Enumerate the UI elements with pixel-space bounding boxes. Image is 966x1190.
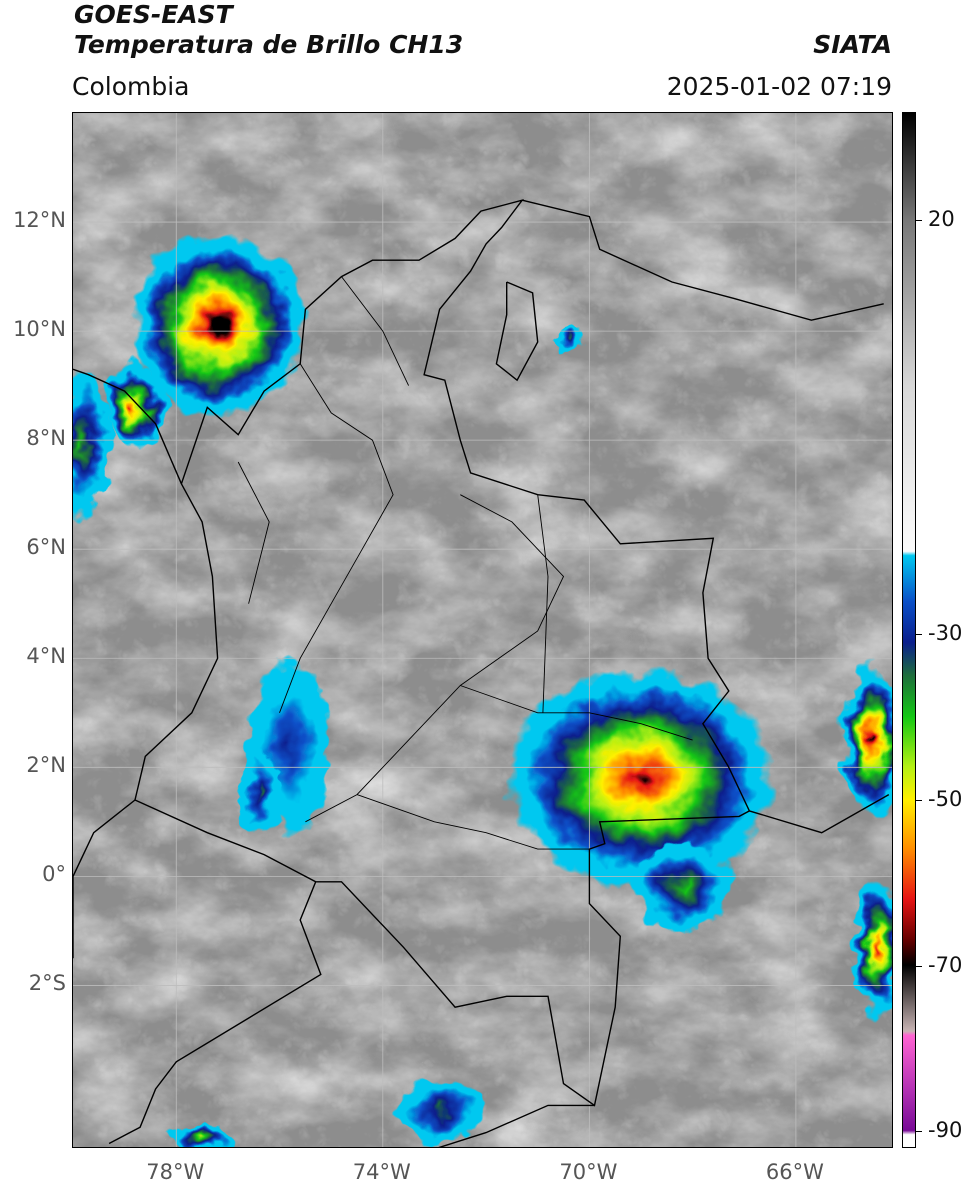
storm-pacific-south: [238, 750, 280, 839]
department-line: [305, 494, 565, 823]
lon-tick-label: 78°W: [146, 1160, 205, 1184]
department-line: [341, 276, 410, 386]
product-subtitle: Temperatura de Brillo CH13: [74, 30, 464, 59]
product-title: GOES-EAST: [74, 0, 233, 29]
colorbar-tick-mark: [916, 219, 922, 221]
storm-amazon-complex: [506, 669, 776, 888]
colorbar-tick-mark: [916, 1131, 922, 1133]
colorbar-tick-label: 20: [928, 206, 955, 231]
lat-tick-label: 6°N: [26, 535, 66, 560]
boundary-line: [73, 799, 136, 959]
graticule: [73, 113, 892, 1147]
map-canvas: [73, 113, 892, 1147]
storm-caribbean-cluster: [129, 232, 306, 419]
boundary-line: [73, 368, 183, 485]
colorbar-tick-label: -30: [928, 621, 963, 646]
boundary-line: [522, 199, 884, 321]
colorbar-tick-mark: [916, 965, 922, 967]
storm-south-west: [171, 1121, 234, 1147]
department-line: [460, 685, 693, 741]
department-line: [237, 461, 270, 604]
agency-label: SIATA: [813, 30, 892, 59]
lat-tick-label: 0°: [42, 862, 66, 887]
department-line: [279, 363, 394, 713]
storm-eastern-cells: [842, 663, 892, 817]
storm-amazon-south: [630, 843, 734, 931]
storm-eastern-south: [852, 876, 892, 1019]
storm-layer: [73, 232, 892, 1147]
storm-peru-cluster: [393, 1078, 487, 1144]
lat-tick-label: 10°N: [13, 317, 66, 342]
lat-tick-label: 8°N: [26, 426, 66, 451]
colorbar-tick-label: -90: [928, 1118, 963, 1143]
datetime-label: 2025-01-02 07:19: [666, 72, 892, 101]
lon-tick-label: 70°W: [559, 1160, 618, 1184]
boundary-line: [438, 1104, 595, 1147]
department-line: [356, 794, 590, 850]
boundary-line: [134, 199, 751, 1107]
lat-tick-label: 12°N: [13, 208, 66, 233]
storm-uraba-cell: [103, 363, 166, 452]
colorbar-tick-mark: [916, 799, 922, 801]
storm-pacific-edge: [73, 369, 110, 522]
region-label: Colombia: [72, 72, 190, 101]
lon-tick-label: 74°W: [352, 1160, 411, 1184]
satellite-map[interactable]: [72, 112, 893, 1148]
colorbar-tick-mark: [916, 634, 922, 636]
boundary-line: [749, 793, 890, 834]
department-line: [537, 494, 549, 713]
lat-tick-label: 4°N: [26, 644, 66, 669]
lon-tick-label: 66°W: [765, 1160, 824, 1184]
boundary-line: [108, 881, 322, 1145]
storm-maracaibo-cell: [553, 320, 585, 353]
colorbar-tick-label: -50: [928, 786, 963, 811]
political-boundaries: [73, 199, 890, 1147]
colorbar-tick-label: -70: [928, 952, 963, 977]
boundary-line: [495, 281, 539, 382]
lat-tick-label: 2°N: [26, 753, 66, 778]
lat-tick-label: 2°S: [28, 971, 66, 996]
colorbar: [902, 112, 916, 1148]
